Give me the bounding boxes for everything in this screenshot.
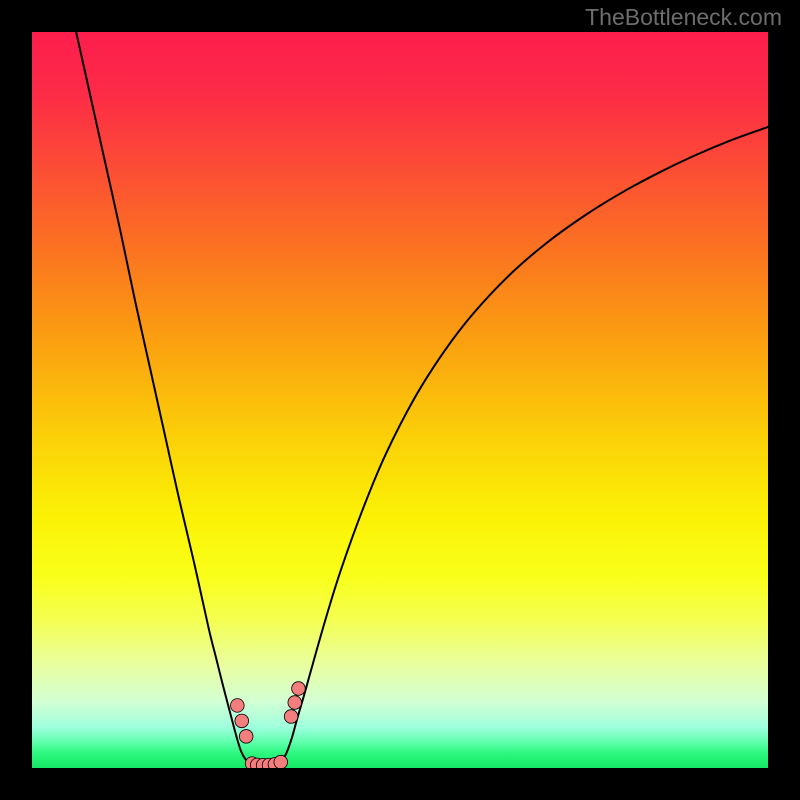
plot-area	[32, 32, 768, 768]
data-marker	[288, 696, 302, 710]
data-marker	[235, 714, 249, 728]
data-marker	[284, 710, 298, 724]
gradient-background	[32, 32, 768, 768]
data-marker	[239, 730, 253, 744]
chart-svg	[32, 32, 768, 768]
watermark-text: TheBottleneck.com	[585, 4, 782, 31]
data-marker	[274, 755, 288, 768]
data-marker	[231, 699, 245, 713]
data-marker	[292, 682, 306, 696]
